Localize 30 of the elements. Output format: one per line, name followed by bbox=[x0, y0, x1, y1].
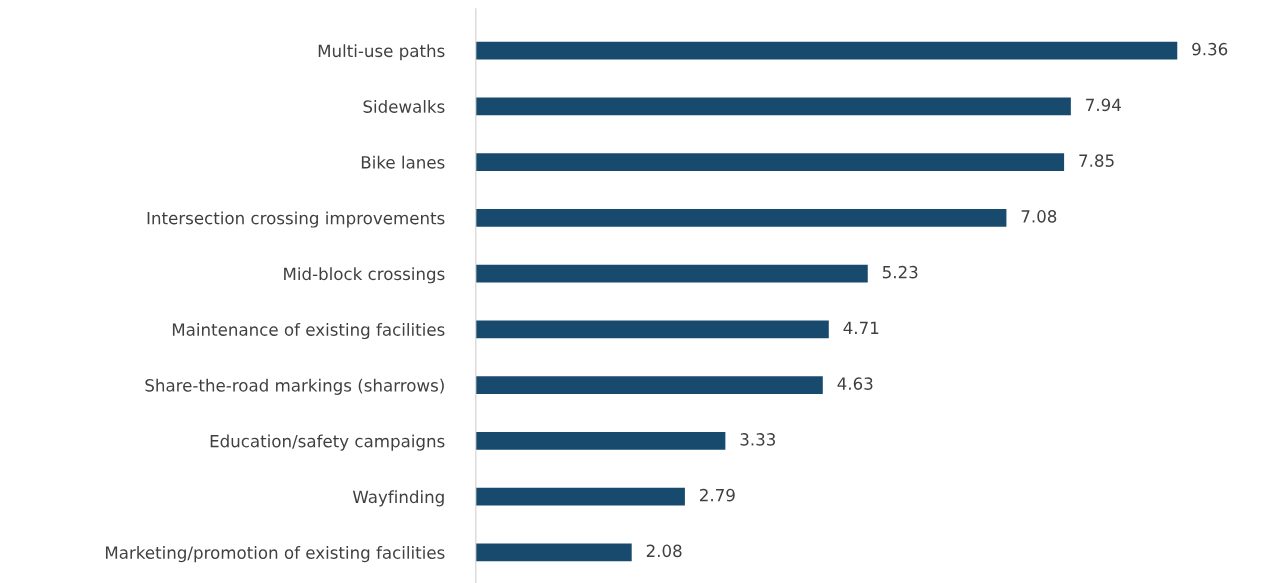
bar bbox=[475, 264, 868, 283]
data-label: 4.63 bbox=[837, 377, 873, 390]
y-tick-label: Bike lanes bbox=[361, 155, 445, 169]
data-label: 2.08 bbox=[646, 544, 682, 558]
y-tick-label: Intersection crossing improvements bbox=[147, 211, 445, 228]
bar bbox=[475, 376, 823, 394]
data-label: 4.71 bbox=[843, 321, 879, 334]
data-label: 7.85 bbox=[1079, 154, 1114, 167]
data-label: 9.36 bbox=[1192, 42, 1228, 56]
bar bbox=[475, 487, 685, 506]
y-tick-label: Sidewalks bbox=[363, 99, 445, 113]
y-tick-label: Share-the-road markings (sharrows) bbox=[145, 378, 444, 395]
data-label: 3.33 bbox=[740, 433, 776, 446]
y-tick-label: Wayfinding bbox=[352, 490, 444, 507]
y-tick-label: Maintenance of existing facilities bbox=[172, 322, 445, 340]
bar bbox=[475, 41, 1178, 60]
data-label: 5.23 bbox=[882, 265, 918, 279]
bar bbox=[475, 97, 1071, 116]
data-label: 7.08 bbox=[1021, 210, 1057, 223]
y-tick-label: Education/safety campaigns bbox=[210, 434, 445, 451]
y-tick-label: Mid-block crossings bbox=[284, 267, 445, 284]
bar bbox=[475, 543, 632, 562]
y-tick-label: Multi-use paths bbox=[318, 44, 445, 61]
bar bbox=[475, 431, 726, 450]
bar bbox=[475, 208, 1007, 227]
bar bbox=[475, 153, 1065, 171]
data-label: 7.94 bbox=[1086, 98, 1121, 112]
bar bbox=[475, 320, 829, 339]
y-tick-label: Marketing/promotion of existing facilities bbox=[105, 546, 445, 563]
data-label: 2.79 bbox=[700, 488, 735, 502]
